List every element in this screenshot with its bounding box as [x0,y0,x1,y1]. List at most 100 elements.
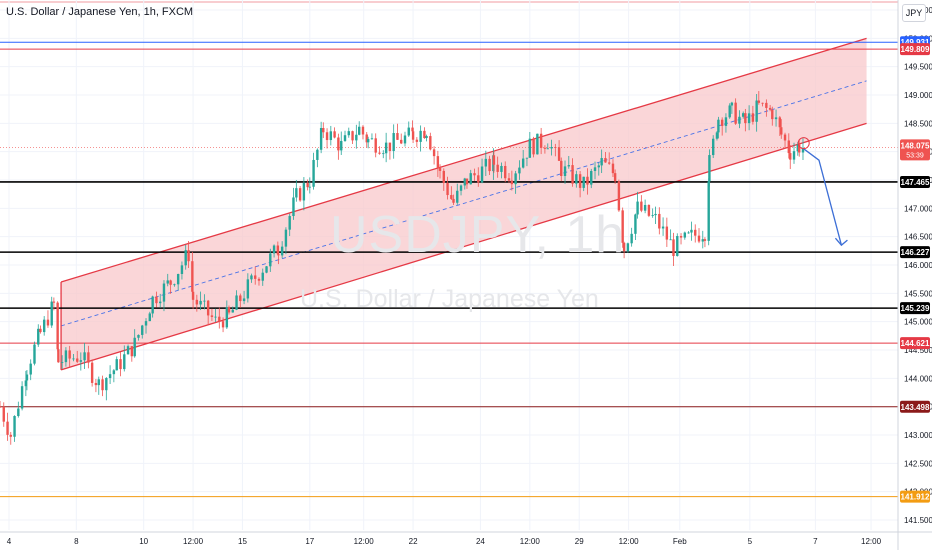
price-level-tag [900,400,930,413]
candle-body [536,133,539,155]
candle-body [288,216,291,230]
candle-body [159,301,162,304]
x-tick-label: 12:00 [520,537,541,546]
candle-body [780,127,783,135]
candle-body [108,374,112,379]
price-level-tag [900,337,930,350]
candle-body [101,379,104,391]
candle-body [340,140,343,151]
candle-body [60,362,64,363]
currency-badge[interactable]: JPY [902,4,926,22]
candle-body [187,250,190,262]
candle-body [636,201,639,215]
candle-body [351,131,354,141]
candle-body [292,197,295,217]
candle-body [306,183,309,188]
candle-body [392,133,395,152]
candle-body [578,174,582,188]
candle-body [575,174,578,184]
candle-body [407,127,410,136]
candle-body [39,328,42,333]
candle-body [720,119,724,126]
y-tick-label: 144.500 [904,346,932,355]
candle-body [593,167,597,171]
candle-body [199,300,202,305]
candle-body [42,319,46,333]
x-tick-label: 5 [748,537,753,546]
y-tick-label: 145.500 [904,289,932,298]
candle-body [280,246,284,256]
candle-body [701,239,704,242]
candle-body [473,173,476,176]
candle-body [195,299,199,305]
candle-body [600,158,603,166]
candle-body [730,102,734,106]
candle-body [126,346,130,355]
candle-body [669,239,672,241]
candle-body [525,157,529,159]
candle-body [261,272,264,281]
candle-body [567,165,570,167]
x-tick-label: 29 [575,537,584,546]
candle-body [621,210,624,243]
x-tick-label: 12:00 [861,537,882,546]
x-tick-label: 24 [476,537,485,546]
candle-body [180,265,184,274]
candle-body [507,178,511,181]
price-level-tag [900,246,930,259]
candle-body [438,167,442,171]
candle-body [543,147,547,149]
candle-body [191,291,195,300]
candle-body [665,226,669,240]
y-tick-label: 144.000 [904,374,932,383]
candle-body [539,133,543,148]
candle-body [239,295,242,302]
candle-body [715,132,719,139]
watermark-name: U.S. Dollar / Japanese Yen [300,285,599,313]
candle-body [711,138,715,156]
candle-body [741,113,745,117]
candle-body [361,126,365,135]
candle-body [774,117,778,120]
candle-body [679,236,683,238]
candle-body [130,346,134,357]
candle-body [6,421,9,435]
candle-body [798,144,801,153]
candle-body [488,158,491,172]
candle-body [13,416,16,437]
candle-body [554,147,557,148]
candle-body [151,296,154,314]
y-tick-label: 149.500 [904,63,932,72]
candle-body [308,186,312,188]
candle-body [355,134,358,141]
candle-body [436,156,440,168]
candle-body [608,162,611,164]
candle-body [604,158,607,163]
candle-body [257,278,261,281]
candle-body [783,134,787,141]
candle-body [0,406,2,408]
x-tick-label: 7 [813,537,818,546]
x-tick-label: 22 [409,537,418,546]
countdown-label: 53:39 [906,152,924,159]
candle-body [717,119,720,133]
candle-body [137,334,140,338]
candle-body [557,147,561,161]
candle-body [347,131,350,136]
candle-body [68,350,71,359]
candle-body [277,254,280,256]
candle-body [768,107,772,110]
candle-body [765,102,768,108]
candle-body [105,378,108,391]
candle-body [747,113,751,124]
candle-body [254,275,257,279]
candle-body [374,138,377,153]
y-tick-label: 148.500 [904,119,932,128]
candle-body [184,250,187,266]
candle-body [597,165,600,168]
x-tick-label: 12:00 [354,537,375,546]
last-price-label: 148.075 [901,141,930,150]
candle-body [148,313,151,322]
candle-body [203,300,206,302]
